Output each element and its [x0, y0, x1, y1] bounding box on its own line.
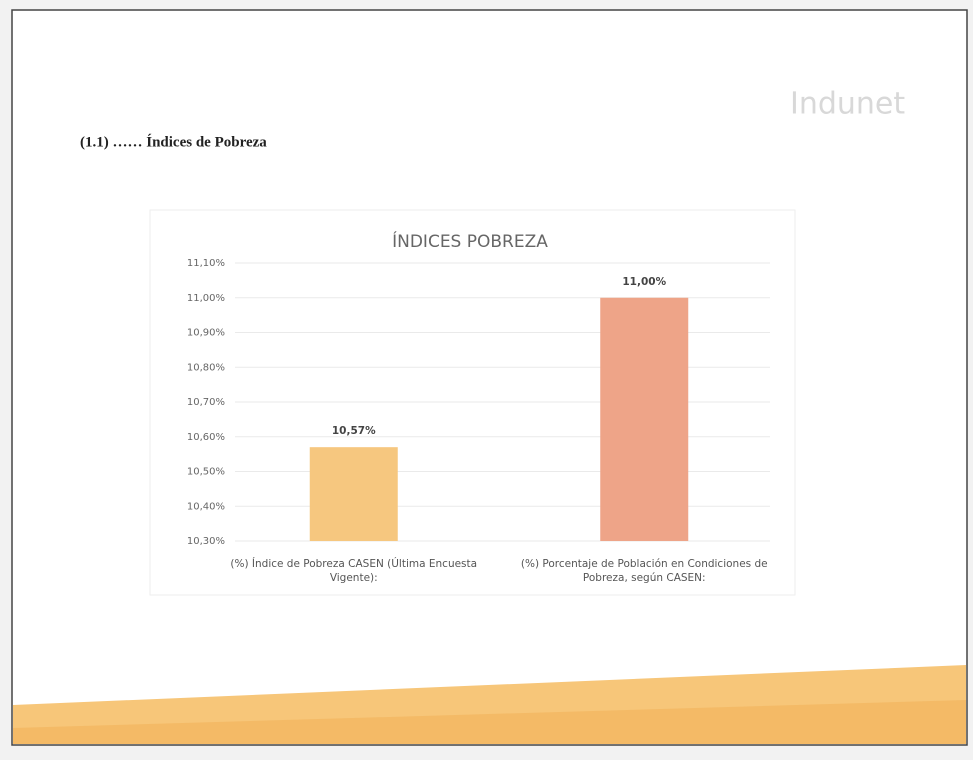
bottom-band-dark [13, 700, 966, 744]
y-tick-label: 10,80% [187, 362, 225, 373]
bar [600, 297, 689, 541]
y-tick-label: 11,00% [187, 293, 225, 304]
y-tick-label: 10,40% [187, 501, 225, 512]
y-tick-label: 10,90% [187, 328, 225, 339]
y-tick-label: 10,30% [187, 536, 225, 547]
x-tick-label: (%) Porcentaje de Población en Condicion… [520, 558, 768, 584]
value-label: 10,57% [332, 425, 376, 437]
y-tick-label: 10,50% [187, 467, 225, 478]
chart-title: ÍNDICES POBREZA [392, 230, 548, 252]
logo: Indunet [790, 87, 905, 122]
bar [309, 447, 398, 541]
heading: (1.1) …… Índices de Pobreza [80, 133, 267, 150]
value-label: 11,00% [622, 276, 666, 288]
x-tick-label: (%) Índice de Pobreza CASEN (Última Encu… [230, 558, 478, 584]
y-tick-label: 10,70% [187, 397, 225, 408]
y-tick-label: 11,10% [187, 258, 225, 269]
y-tick-label: 10,60% [187, 432, 225, 443]
